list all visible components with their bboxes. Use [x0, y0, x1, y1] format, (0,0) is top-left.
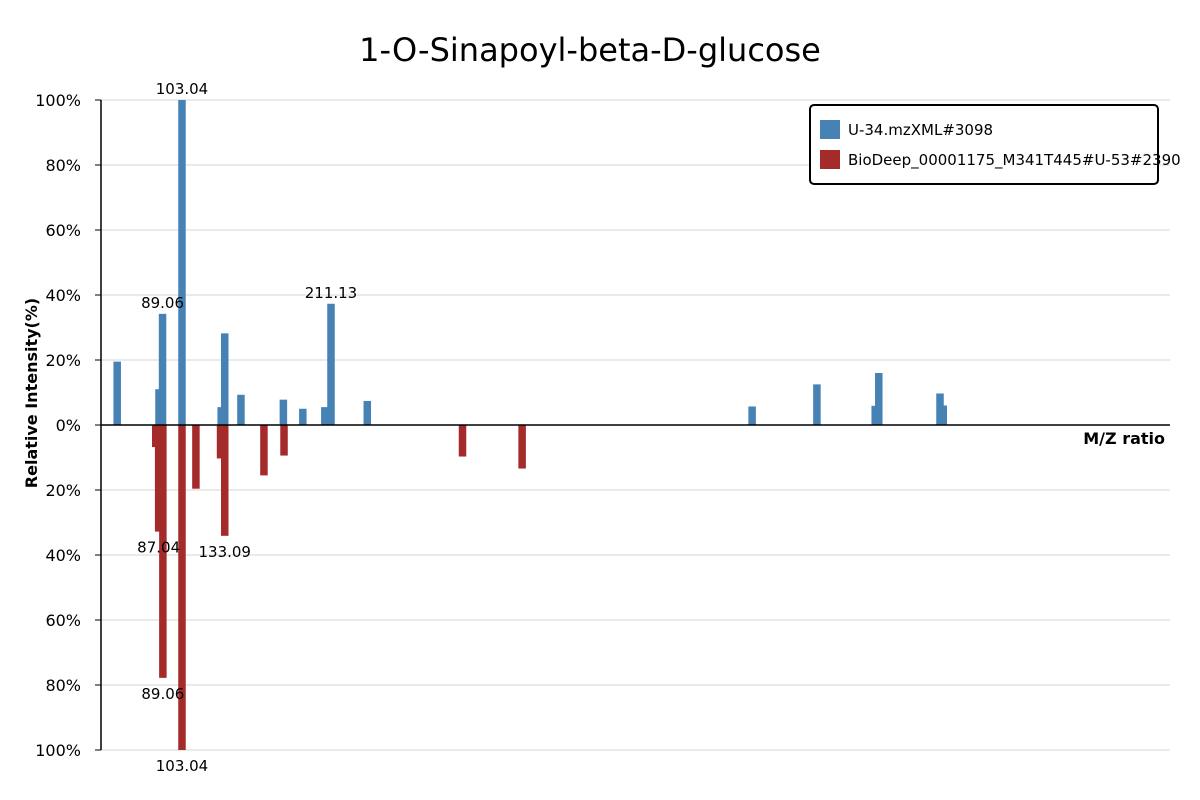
legend-label-query: U-34.mzXML#3098	[848, 121, 993, 139]
chart-title: 1-O-Sinapoyl-beta-D-glucose	[359, 31, 821, 69]
legend-label-reference: BioDeep_00001175_M341T445#U-53#2390	[848, 151, 1181, 170]
y-tick-label: 80%	[45, 676, 81, 695]
y-tick-label: 20%	[45, 351, 81, 370]
query-peak-bar	[113, 361, 121, 425]
y-axis-ticks: 100% 80% 60% 40% 20% 0% 20% 40% 60% 80% 100%	[35, 91, 101, 760]
query-peak-bar	[279, 399, 288, 425]
reference-peak-bar	[280, 425, 288, 456]
query-peak-bar	[158, 313, 167, 425]
reference-peak-bar	[159, 425, 167, 678]
y-tick-label: 80%	[45, 156, 81, 175]
legend-swatch-query	[820, 120, 840, 139]
y-axis-label: Relative Intensity(%)	[22, 298, 41, 488]
query-peak-bar	[321, 407, 329, 425]
reference-peak-bar	[192, 425, 200, 489]
query-peak-bar	[748, 406, 756, 425]
query-peak-bar	[813, 384, 821, 425]
query-peak-bar	[178, 100, 186, 425]
legend: U-34.mzXML#3098 BioDeep_00001175_M341T44…	[809, 104, 1181, 185]
reference-peak-bar	[154, 425, 163, 532]
reference-peak-bar	[458, 425, 467, 457]
query-peak-bar	[939, 405, 947, 425]
y-tick-label: 60%	[45, 611, 81, 630]
reference-peak-bar	[518, 425, 526, 469]
query-peak-bar	[299, 408, 307, 425]
peak-labels: 103.04 89.06 211.13 87.04 133.09 89.06 103.04	[137, 80, 357, 775]
grid-lines	[101, 99, 1170, 751]
y-tick-label: 0%	[56, 416, 81, 435]
query-peak-bar	[875, 373, 883, 425]
y-tick-label: 40%	[45, 546, 81, 565]
axes	[100, 100, 1170, 750]
query-peak-bar	[220, 333, 229, 425]
reference-peak-bar	[260, 425, 268, 476]
y-tick-label: 40%	[45, 286, 81, 305]
reference-peak-label: 89.06	[141, 685, 184, 703]
spectrum-bars	[113, 100, 947, 750]
query-peak-bar	[327, 303, 335, 425]
reference-peak-bar	[220, 425, 229, 536]
y-tick-label: 60%	[45, 221, 81, 240]
y-tick-label: 100%	[35, 91, 81, 110]
y-tick-label: 100%	[35, 741, 81, 760]
query-peak-bar	[237, 394, 245, 425]
legend-box	[809, 104, 1159, 185]
query-peak-label: 89.06	[141, 294, 184, 312]
query-peak-label: 103.04	[156, 80, 209, 98]
reference-peak-bar	[178, 425, 186, 750]
query-peak-bar	[363, 400, 372, 425]
y-tick-label: 20%	[45, 481, 81, 500]
legend-swatch-reference	[820, 150, 840, 169]
reference-peak-bar	[216, 425, 225, 459]
query-peak-label: 211.13	[305, 284, 358, 302]
x-axis-label: M/Z ratio	[1083, 429, 1165, 448]
reference-peak-label: 133.09	[198, 543, 251, 561]
reference-peak-label: 87.04	[137, 539, 180, 557]
reference-peak-label: 103.04	[156, 757, 209, 775]
